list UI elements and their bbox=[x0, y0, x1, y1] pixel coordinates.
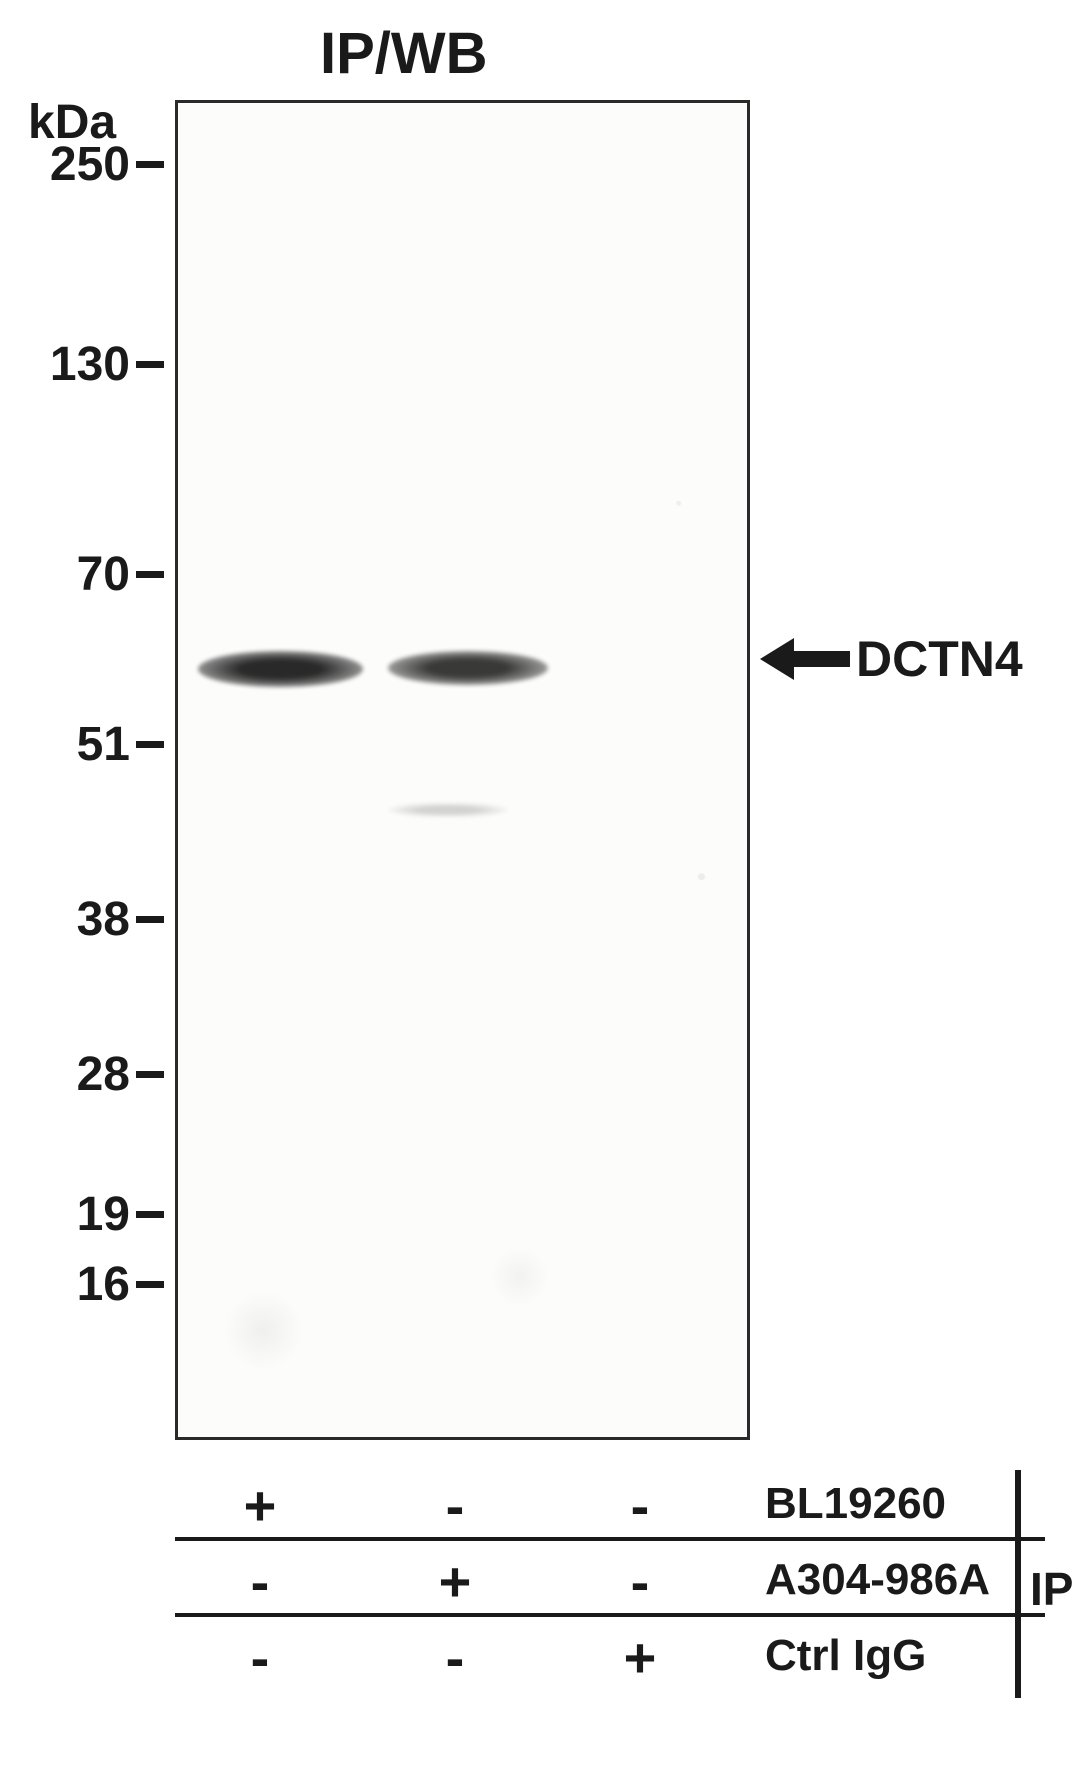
mw-marker-value: 38 bbox=[30, 892, 130, 947]
lane-row: + - - BL19260 bbox=[175, 1465, 1045, 1541]
figure-root: IP/WB kDa 250130705138281916 DCTN4 +--BL… bbox=[0, 0, 1080, 1775]
figure-title: IP/WB bbox=[320, 20, 488, 87]
ip-group-label: IP bbox=[1030, 1562, 1073, 1616]
mw-marker-value: 28 bbox=[30, 1047, 130, 1102]
protein-band bbox=[388, 651, 548, 685]
mw-marker-tick bbox=[136, 1071, 164, 1078]
lane-cell: - bbox=[425, 1473, 485, 1538]
lane-cell: + bbox=[425, 1549, 485, 1614]
mw-marker-tick bbox=[136, 916, 164, 923]
lane-cell: + bbox=[610, 1625, 670, 1690]
protein-band bbox=[388, 803, 508, 817]
mw-marker-value: 70 bbox=[30, 547, 130, 602]
lane-cell: - bbox=[610, 1549, 670, 1614]
lane-annotation-table: + - - BL19260 - + - A304-986A - - + Ctrl IgG bbox=[175, 1465, 1045, 1693]
mw-marker-tick bbox=[136, 361, 164, 368]
antibody-label: BL19260 bbox=[765, 1479, 946, 1529]
mw-marker-value: 19 bbox=[30, 1187, 130, 1242]
antibody-label: A304-986A bbox=[765, 1555, 990, 1605]
lane-cell: - bbox=[610, 1473, 670, 1538]
mw-marker-tick bbox=[136, 741, 164, 748]
mw-marker-tick bbox=[136, 161, 164, 168]
blot-background-noise bbox=[178, 103, 747, 1437]
lane-cell: - bbox=[425, 1625, 485, 1690]
antibody-label: Ctrl IgG bbox=[765, 1631, 926, 1681]
mw-marker-value: 51 bbox=[30, 717, 130, 772]
mw-marker-value: 130 bbox=[30, 337, 130, 392]
mw-marker-tick bbox=[136, 1281, 164, 1288]
mw-marker-value: 250 bbox=[30, 137, 130, 192]
protein-label: DCTN4 bbox=[856, 630, 1023, 688]
ip-bracket-line bbox=[1015, 1470, 1021, 1698]
mw-marker-value: 16 bbox=[30, 1257, 130, 1312]
protein-pointer: DCTN4 bbox=[760, 630, 1023, 688]
lane-cell: - bbox=[230, 1549, 290, 1614]
protein-band bbox=[198, 651, 363, 687]
arrow-left-icon bbox=[760, 634, 850, 684]
lane-row: - - + Ctrl IgG bbox=[175, 1617, 1045, 1693]
lane-cell: + bbox=[230, 1473, 290, 1538]
mw-marker-tick bbox=[136, 571, 164, 578]
blot-membrane bbox=[175, 100, 750, 1440]
lane-cell: - bbox=[230, 1625, 290, 1690]
mw-marker-tick bbox=[136, 1211, 164, 1218]
lane-row: - + - A304-986A bbox=[175, 1541, 1045, 1617]
